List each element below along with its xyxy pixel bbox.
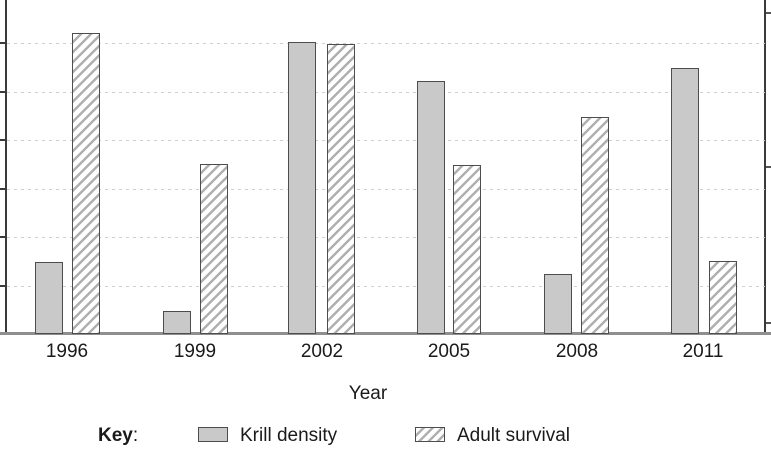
x-tick-label-2005: 2005 bbox=[427, 341, 471, 362]
plot-area bbox=[0, 0, 771, 335]
bar-adult-survival-2008 bbox=[581, 117, 609, 334]
legend-title-word: Key bbox=[98, 425, 133, 446]
gridline bbox=[7, 237, 765, 238]
y-axis-left-tick bbox=[0, 91, 5, 93]
bar-adult-survival-2005 bbox=[453, 165, 481, 334]
bar-krill-density-2002 bbox=[288, 42, 316, 334]
x-tick-label-2011: 2011 bbox=[682, 341, 724, 362]
x-tick-label-1996: 1996 bbox=[45, 341, 89, 362]
y-axis-left-tick bbox=[0, 188, 5, 190]
x-tick-label-2008: 2008 bbox=[555, 341, 599, 362]
y-axis-left-tick bbox=[0, 139, 5, 141]
bar-adult-survival-1996 bbox=[72, 33, 100, 334]
legend: Key: Krill density Adult survival bbox=[0, 426, 771, 446]
bar-krill-density-2008 bbox=[544, 274, 572, 334]
y-axis-right-tick bbox=[766, 12, 771, 14]
bar-adult-survival-2011 bbox=[709, 261, 737, 334]
legend-swatch-krill-density bbox=[198, 427, 228, 442]
legend-label-adult-survival: Adult survival bbox=[457, 425, 570, 446]
bar-krill-density-1996 bbox=[35, 262, 63, 334]
bar-krill-density-1999 bbox=[163, 311, 191, 334]
y-axis-left-tick bbox=[0, 285, 5, 287]
y-axis-right-tick bbox=[766, 322, 771, 324]
gridline bbox=[7, 140, 765, 141]
bar-krill-density-2011 bbox=[671, 68, 699, 334]
x-tick-label-1999: 1999 bbox=[173, 341, 217, 362]
gridline bbox=[7, 92, 765, 93]
y-axis-right-tick bbox=[766, 166, 771, 168]
y-axis-right bbox=[764, 0, 766, 334]
y-axis-left bbox=[5, 0, 7, 334]
gridline bbox=[7, 43, 765, 44]
legend-swatch-adult-survival bbox=[415, 427, 445, 442]
legend-label-krill-density: Krill density bbox=[240, 425, 338, 446]
y-axis-left-tick bbox=[0, 42, 5, 44]
gridline bbox=[7, 286, 765, 287]
y-axis-left-tick bbox=[0, 236, 5, 238]
x-axis-line bbox=[0, 332, 771, 335]
bar-adult-survival-1999 bbox=[200, 164, 228, 334]
legend-title: Key: bbox=[98, 426, 138, 445]
legend-title-colon: : bbox=[132, 425, 139, 446]
bar-adult-survival-2002 bbox=[327, 44, 355, 334]
gridline bbox=[7, 189, 765, 190]
bar-krill-density-2005 bbox=[417, 81, 445, 334]
x-tick-label-2002: 2002 bbox=[300, 341, 344, 362]
x-axis-title: Year bbox=[348, 383, 388, 404]
